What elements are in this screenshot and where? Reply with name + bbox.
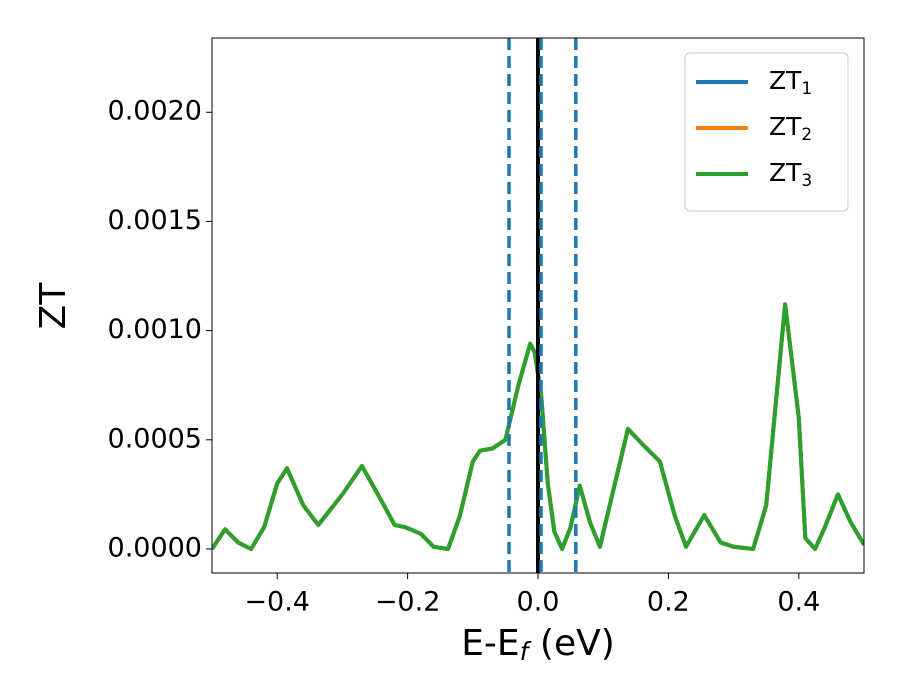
x-tick-label: 0.0 xyxy=(517,587,560,618)
legend-label: ZT3 xyxy=(769,158,812,191)
x-label-part: (eV) xyxy=(528,623,614,664)
y-tick-label: 0.0005 xyxy=(108,423,202,454)
x-tick-label: −0.4 xyxy=(244,587,310,618)
legend-label: ZT2 xyxy=(769,112,812,145)
x-label-part: E-E xyxy=(461,623,519,664)
y-tick-label: 0.0000 xyxy=(108,532,202,563)
y-tick-label: 0.0020 xyxy=(108,96,202,127)
y-tick-label: 0.0015 xyxy=(108,205,202,236)
y-tick-label: 0.0010 xyxy=(108,314,202,345)
series-line xyxy=(212,302,864,551)
x-tick-label: −0.2 xyxy=(375,587,441,618)
x-axis-label: E-Ef (eV) xyxy=(461,623,615,666)
y-axis-label: ZT xyxy=(33,282,74,330)
legend-label: ZT1 xyxy=(769,66,812,99)
x-tick-label: 0.4 xyxy=(777,587,820,618)
legend-box xyxy=(684,52,849,212)
plot-frame xyxy=(211,37,865,574)
x-tick-label: 0.2 xyxy=(647,587,690,618)
